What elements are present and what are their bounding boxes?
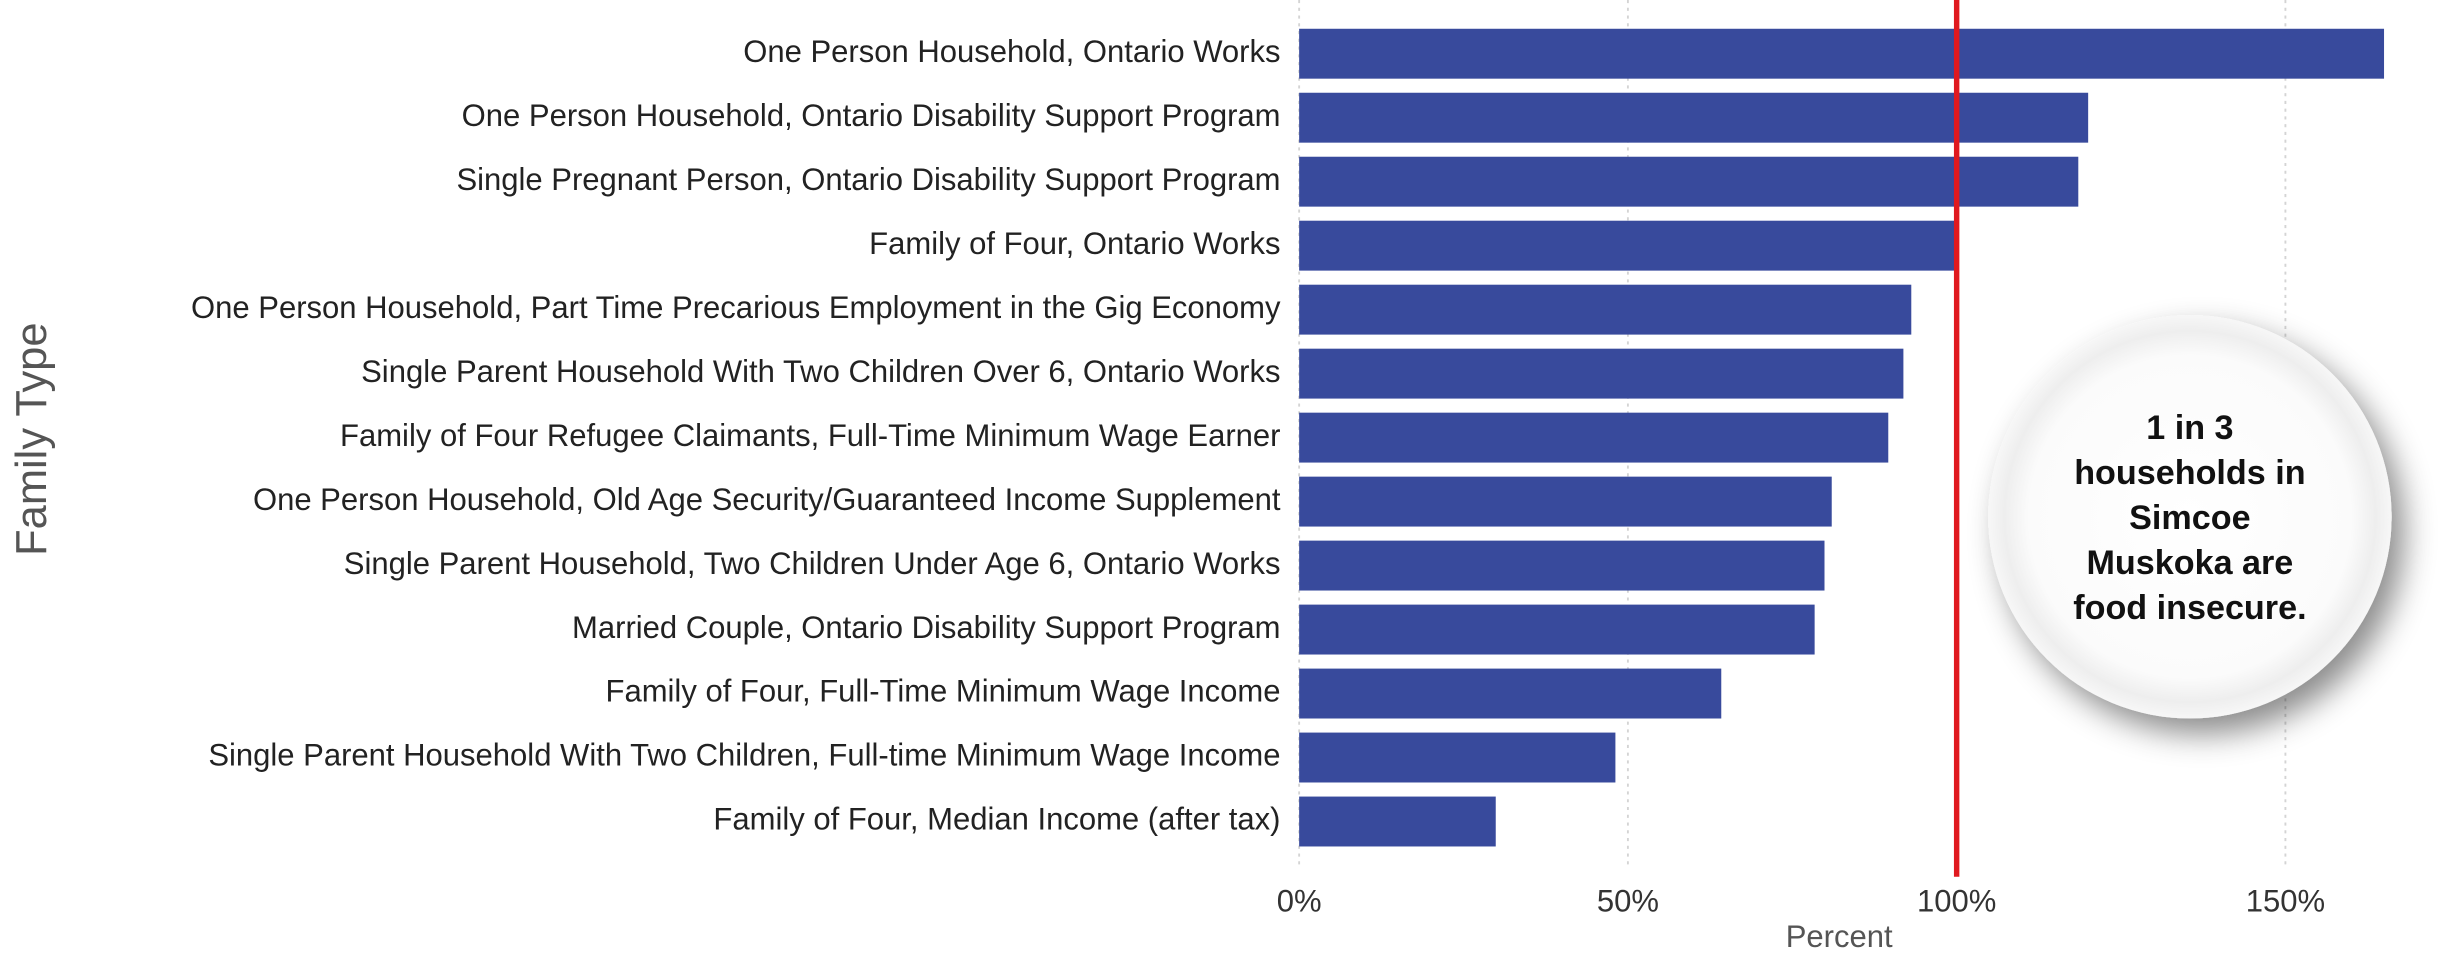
y-tick-label: Single Parent Household With Two Childre…	[361, 354, 1280, 389]
bar	[1299, 412, 1889, 463]
bar	[1299, 156, 2079, 207]
y-tick-label: One Person Household, Old Age Security/G…	[253, 482, 1281, 517]
y-tick-label: One Person Household, Ontario Disability…	[462, 98, 1281, 133]
y-tick-label: Family of Four, Full-Time Minimum Wage I…	[606, 674, 1281, 709]
y-tick-label: One Person Household, Ontario Works	[743, 34, 1280, 69]
bar	[1299, 476, 1832, 527]
bar	[1299, 668, 1722, 719]
annotation: 1 in 3 households in Simcoe Muskoka are …	[2073, 407, 2307, 627]
y-tick-label: Single Parent Household With Two Childre…	[208, 738, 1280, 773]
y-tick-label: Family of Four, Median Income (after tax…	[713, 802, 1280, 837]
bar	[1299, 732, 1616, 783]
bars	[1299, 28, 2385, 847]
y-axis-title: Family Type	[8, 322, 56, 555]
bar	[1299, 220, 1957, 271]
y-tick-label: Single Pregnant Person, Ontario Disabili…	[456, 162, 1280, 197]
x-tick-label: 0%	[1277, 883, 1322, 918]
bar	[1299, 796, 1496, 847]
x-tick-label: 150%	[2246, 883, 2325, 918]
y-tick-label: Family of Four Refugee Claimants, Full-T…	[340, 418, 1281, 453]
y-tick-label: Single Parent Household, Two Children Un…	[344, 546, 1281, 581]
bar	[1299, 284, 1912, 335]
bar	[1299, 92, 2089, 143]
x-tick-label: 50%	[1597, 883, 1659, 918]
y-tick-label: Family of Four, Ontario Works	[869, 226, 1280, 261]
plate: 1 in 3 households in Simcoe Muskoka are …	[1988, 315, 2392, 719]
labels: 0% 50% 100% 150% One Person Household, Ontar…	[191, 34, 2325, 918]
y-tick-label: One Person Household, Part Time Precario…	[191, 290, 1281, 325]
plate-text-box: 1 in 3 households in Simcoe Muskoka are …	[2073, 407, 2307, 627]
bar	[1299, 28, 2385, 79]
bar	[1299, 540, 1825, 591]
x-tick-label: 100%	[1917, 883, 1996, 918]
plate-circle	[1988, 315, 2392, 719]
bar	[1299, 348, 1904, 399]
bar	[1299, 604, 1815, 655]
x-axis-title: Percent	[1786, 919, 1893, 954]
y-tick-label: Married Couple, Ontario Disability Suppo…	[572, 610, 1280, 645]
